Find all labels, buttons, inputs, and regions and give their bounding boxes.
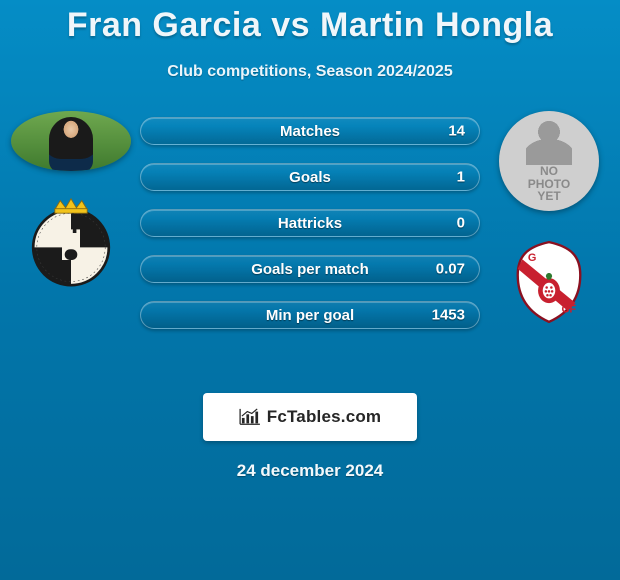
date-text: 24 december 2024	[0, 461, 620, 481]
chart-icon	[239, 408, 261, 426]
club-crest-right: G CF	[504, 237, 594, 327]
comparison-card: Fran Garcia vs Martin Hongla Club compet…	[0, 0, 620, 580]
noimg-line1: NO	[540, 165, 558, 178]
player-photo-right: NO PHOTO YET	[499, 111, 599, 211]
stat-label: Min per goal	[266, 307, 354, 324]
stat-value: 14	[448, 123, 465, 140]
stat-bars: Matches 14 Goals 1 Hattricks 0 Goals per…	[140, 117, 480, 329]
stat-row-hattricks: Hattricks 0	[140, 209, 480, 237]
club-crest-left	[21, 197, 121, 287]
stat-label: Matches	[280, 123, 340, 140]
stat-value: 0	[457, 215, 465, 232]
page-subtitle: Club competitions, Season 2024/2025	[0, 63, 620, 81]
stat-row-matches: Matches 14	[140, 117, 480, 145]
stat-label: Goals	[289, 169, 331, 186]
stat-value: 1453	[432, 307, 465, 324]
left-column	[6, 111, 136, 287]
svg-text:G: G	[528, 252, 537, 264]
granada-crest-icon: G CF	[506, 239, 592, 325]
burgos-crest-icon	[26, 197, 116, 287]
stat-value: 0.07	[436, 261, 465, 278]
noimg-line3: YET	[537, 190, 560, 203]
silhouette-icon	[526, 119, 572, 165]
stat-row-gpm: Goals per match 0.07	[140, 255, 480, 283]
svg-text:CF: CF	[562, 303, 577, 315]
right-column: NO PHOTO YET	[484, 111, 614, 327]
content-area: NO PHOTO YET	[0, 111, 620, 371]
page-title: Fran Garcia vs Martin Hongla	[0, 0, 620, 45]
stat-row-mpg: Min per goal 1453	[140, 301, 480, 329]
stat-value: 1	[457, 169, 465, 186]
stat-row-goals: Goals 1	[140, 163, 480, 191]
brand-label: FcTables.com	[267, 407, 382, 427]
stat-label: Goals per match	[251, 261, 369, 278]
brand-box[interactable]: FcTables.com	[203, 393, 417, 441]
player-photo-left	[11, 111, 131, 171]
stat-label: Hattricks	[278, 215, 342, 232]
